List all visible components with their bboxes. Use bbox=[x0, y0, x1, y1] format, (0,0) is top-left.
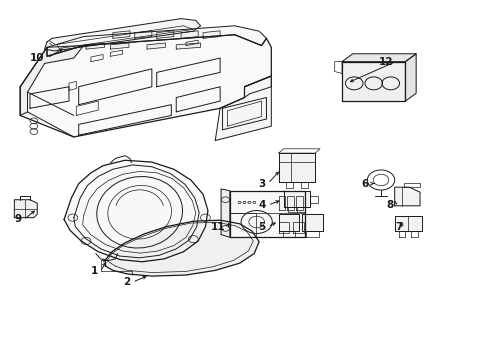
Polygon shape bbox=[86, 43, 104, 49]
Polygon shape bbox=[176, 43, 200, 49]
Text: 8: 8 bbox=[385, 200, 392, 210]
Polygon shape bbox=[14, 200, 37, 218]
Polygon shape bbox=[394, 216, 421, 231]
Text: 3: 3 bbox=[258, 179, 265, 189]
Polygon shape bbox=[105, 220, 259, 276]
Polygon shape bbox=[221, 189, 229, 237]
Polygon shape bbox=[157, 31, 173, 39]
Polygon shape bbox=[302, 214, 322, 231]
Polygon shape bbox=[341, 54, 415, 62]
Polygon shape bbox=[110, 43, 129, 49]
Text: 12: 12 bbox=[378, 57, 392, 67]
Polygon shape bbox=[341, 62, 405, 101]
Polygon shape bbox=[203, 31, 220, 39]
Polygon shape bbox=[147, 43, 165, 49]
Polygon shape bbox=[135, 31, 152, 39]
Polygon shape bbox=[278, 153, 315, 182]
Polygon shape bbox=[181, 31, 198, 39]
Text: 9: 9 bbox=[15, 215, 21, 224]
Text: 5: 5 bbox=[258, 222, 265, 231]
Polygon shape bbox=[283, 191, 310, 207]
Polygon shape bbox=[64, 160, 207, 262]
Polygon shape bbox=[215, 76, 271, 140]
Text: 7: 7 bbox=[395, 222, 402, 231]
Polygon shape bbox=[405, 54, 415, 101]
Text: 11: 11 bbox=[210, 222, 224, 231]
Polygon shape bbox=[20, 45, 83, 116]
Text: 1: 1 bbox=[91, 266, 98, 276]
Polygon shape bbox=[229, 191, 305, 237]
Polygon shape bbox=[113, 31, 130, 39]
Polygon shape bbox=[394, 187, 419, 206]
Polygon shape bbox=[47, 26, 266, 56]
Polygon shape bbox=[278, 214, 299, 231]
Text: 10: 10 bbox=[30, 53, 44, 63]
Polygon shape bbox=[20, 35, 271, 137]
Polygon shape bbox=[44, 19, 200, 51]
Text: 6: 6 bbox=[361, 179, 368, 189]
Text: 4: 4 bbox=[258, 200, 265, 210]
Text: 2: 2 bbox=[122, 277, 130, 287]
